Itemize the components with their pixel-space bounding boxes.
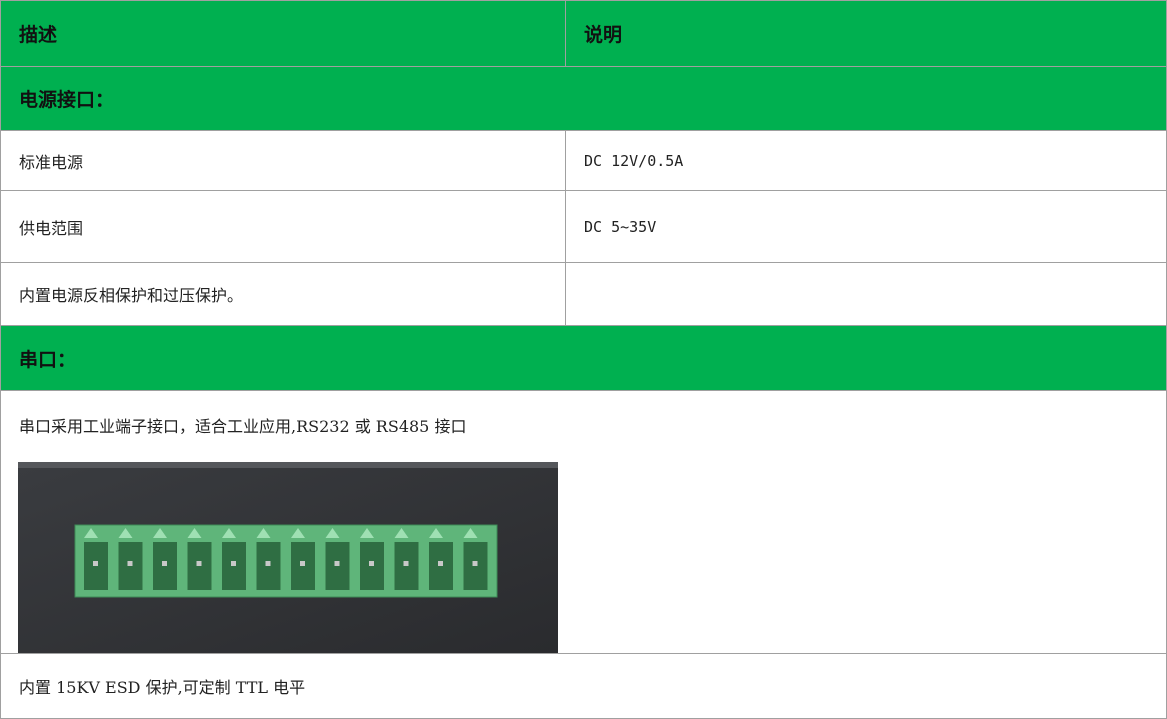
pin-hole — [231, 561, 236, 566]
connector-photo — [18, 462, 558, 653]
paragraph: 内置 15KV ESD 保护,可定制 TTL 电平 — [19, 678, 306, 697]
cell: 内置 15KV ESD 保护,可定制 TTL 电平 — [0, 653, 1167, 719]
pin-hole — [369, 561, 374, 566]
pin-hole — [300, 561, 305, 566]
pin-hole — [438, 561, 443, 566]
cell: DC 5~35V — [565, 190, 1167, 263]
pin-arrow — [84, 528, 98, 538]
header-text: 描述 — [19, 24, 58, 46]
cell-text: 标准电源 — [19, 152, 84, 172]
section-text: 串口： — [19, 348, 77, 371]
cell — [565, 262, 1167, 326]
cell: 标准电源 — [0, 130, 566, 191]
pin-hole — [403, 561, 409, 566]
pin-arrow — [429, 528, 443, 538]
pin-arrow — [256, 528, 271, 538]
pin-arrow — [153, 528, 167, 538]
device-edge — [18, 462, 558, 468]
pin-hole — [334, 561, 340, 566]
header-cell: 说明 — [565, 0, 1167, 67]
cell: 内置电源反相保护和过压保护。 — [0, 262, 566, 326]
pin-arrow — [394, 528, 409, 538]
cell: DC 12V/0.5A — [565, 130, 1167, 191]
pin-arrow — [325, 528, 340, 538]
pin-arrow — [463, 528, 478, 538]
section-text: 电源接口： — [19, 89, 115, 111]
header-text: 说明 — [584, 24, 623, 46]
pin-arrow — [360, 528, 374, 538]
cell-text: 供电范围 — [19, 218, 84, 238]
cell-text: 内置电源反相保护和过压保护。 — [19, 286, 244, 305]
pin-hole — [127, 561, 133, 566]
paragraph: 串口采用工业端子接口，适合工业应用,RS232 或 RS485 接口 — [19, 417, 467, 436]
header-cell: 描述 — [0, 0, 566, 67]
cell-text: DC 5~35V — [584, 217, 657, 236]
pin-arrow — [187, 528, 202, 538]
pin-arrow — [291, 528, 305, 538]
pin-hole — [93, 561, 98, 566]
section-title: 电源接口： — [0, 66, 1167, 131]
pin-arrow — [222, 528, 236, 538]
pin-hole — [472, 561, 478, 566]
pin-hole — [162, 561, 167, 566]
cell: 供电范围 — [0, 190, 566, 263]
pin-hole — [196, 561, 202, 566]
pin-hole — [265, 561, 271, 566]
terminal-block — [74, 524, 498, 598]
pin-arrow — [118, 528, 133, 538]
section-title: 串口： — [0, 325, 1167, 391]
cell-text: DC 12V/0.5A — [584, 151, 684, 170]
